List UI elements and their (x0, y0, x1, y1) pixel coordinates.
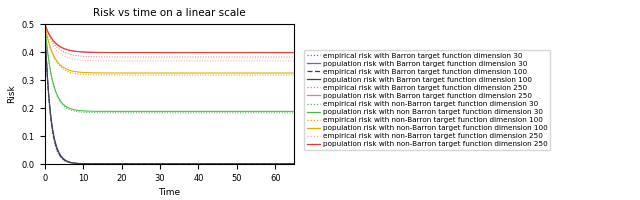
Title: Risk vs time on a linear scale: Risk vs time on a linear scale (93, 8, 246, 18)
Legend: empirical risk with Barron target function dimension 30, population risk with Ba: empirical risk with Barron target functi… (304, 50, 550, 150)
Y-axis label: Risk: Risk (7, 85, 16, 103)
X-axis label: Time: Time (159, 188, 180, 197)
